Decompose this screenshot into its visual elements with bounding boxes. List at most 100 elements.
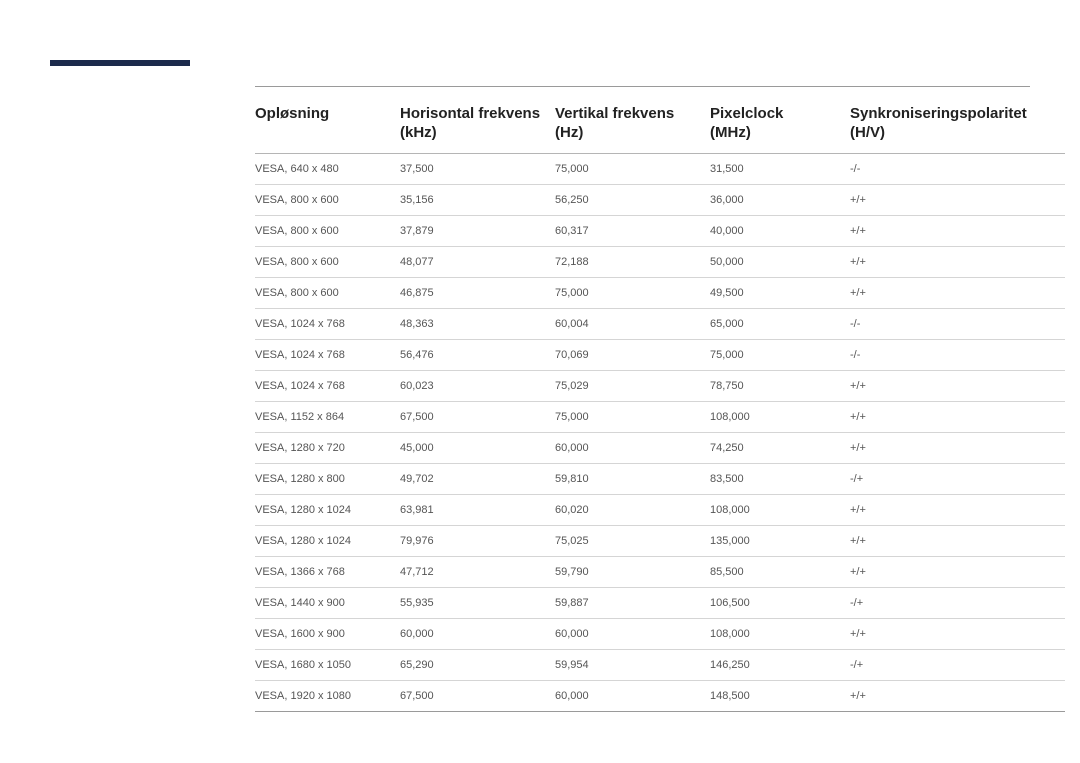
table-cell: +/+ [850, 370, 1065, 401]
table-cell: 48,363 [400, 308, 555, 339]
table-row: VESA, 640 x 48037,50075,00031,500-/- [255, 153, 1065, 184]
table-cell: +/+ [850, 401, 1065, 432]
table-cell: 49,702 [400, 463, 555, 494]
table-cell: 45,000 [400, 432, 555, 463]
table-cell: 60,023 [400, 370, 555, 401]
accent-bar [50, 60, 190, 66]
table-cell: +/+ [850, 277, 1065, 308]
table-cell: 63,981 [400, 494, 555, 525]
table-row: VESA, 1280 x 80049,70259,81083,500-/+ [255, 463, 1065, 494]
col-title: Pixelclock [710, 105, 783, 122]
table-cell: 67,500 [400, 680, 555, 711]
table-row: VESA, 1280 x 72045,00060,00074,250+/+ [255, 432, 1065, 463]
table-cell: 60,004 [555, 308, 710, 339]
table-cell: 75,000 [555, 277, 710, 308]
table-body: VESA, 640 x 48037,50075,00031,500-/-VESA… [255, 153, 1065, 711]
table-cell: VESA, 800 x 600 [255, 246, 400, 277]
table-cell: -/+ [850, 587, 1065, 618]
table-cell: 85,500 [710, 556, 850, 587]
table-cell: 106,500 [710, 587, 850, 618]
table-cell: +/+ [850, 525, 1065, 556]
table-cell: +/+ [850, 556, 1065, 587]
table-cell: VESA, 1680 x 1050 [255, 649, 400, 680]
table-cell: 75,000 [710, 339, 850, 370]
col-subtitle: (MHz) [710, 124, 846, 143]
table-cell: VESA, 1280 x 800 [255, 463, 400, 494]
table-cell: 108,000 [710, 401, 850, 432]
table-row: VESA, 1024 x 76856,47670,06975,000-/- [255, 339, 1065, 370]
table-cell: +/+ [850, 618, 1065, 649]
table-cell: 31,500 [710, 153, 850, 184]
table-cell: VESA, 800 x 600 [255, 215, 400, 246]
table-cell: 56,476 [400, 339, 555, 370]
table-cell: 75,000 [555, 153, 710, 184]
table-cell: 78,750 [710, 370, 850, 401]
table-cell: 59,954 [555, 649, 710, 680]
table-cell: VESA, 1280 x 1024 [255, 525, 400, 556]
table-row: VESA, 1024 x 76860,02375,02978,750+/+ [255, 370, 1065, 401]
table-cell: +/+ [850, 246, 1065, 277]
table-cell: 108,000 [710, 618, 850, 649]
table-cell: -/+ [850, 649, 1065, 680]
table-cell: 135,000 [710, 525, 850, 556]
table-cell: 75,025 [555, 525, 710, 556]
table-row: VESA, 1920 x 108067,50060,000148,500+/+ [255, 680, 1065, 711]
table-cell: 60,000 [400, 618, 555, 649]
table-cell: 60,000 [555, 618, 710, 649]
table-cell: 59,790 [555, 556, 710, 587]
table-cell: 65,290 [400, 649, 555, 680]
table-row: VESA, 1440 x 90055,93559,887106,500-/+ [255, 587, 1065, 618]
table-row: VESA, 1024 x 76848,36360,00465,000-/- [255, 308, 1065, 339]
table-cell: -/- [850, 153, 1065, 184]
table-cell: 49,500 [710, 277, 850, 308]
page: Opløsning Horisontal frekvens (kHz) Vert… [0, 0, 1080, 763]
table-cell: VESA, 1366 x 768 [255, 556, 400, 587]
table-cell: 70,069 [555, 339, 710, 370]
table-cell: 37,879 [400, 215, 555, 246]
table-row: VESA, 800 x 60046,87575,00049,500+/+ [255, 277, 1065, 308]
col-header-vfreq: Vertikal frekvens (Hz) [555, 99, 710, 153]
table-cell: +/+ [850, 680, 1065, 711]
table-cell: 37,500 [400, 153, 555, 184]
table-row: VESA, 1152 x 86467,50075,000108,000+/+ [255, 401, 1065, 432]
table-cell: VESA, 1152 x 864 [255, 401, 400, 432]
table-cell: VESA, 1024 x 768 [255, 308, 400, 339]
col-header-hfreq: Horisontal frekvens (kHz) [400, 99, 555, 153]
table-cell: 36,000 [710, 184, 850, 215]
col-subtitle: (H/V) [850, 124, 1061, 143]
table-cell: +/+ [850, 494, 1065, 525]
table-cell: 60,020 [555, 494, 710, 525]
table-cell: 146,250 [710, 649, 850, 680]
col-title: Opløsning [255, 105, 329, 122]
table-cell: VESA, 1024 x 768 [255, 370, 400, 401]
col-header-pixelclock: Pixelclock (MHz) [710, 99, 850, 153]
table-cell: 65,000 [710, 308, 850, 339]
table-cell: +/+ [850, 184, 1065, 215]
table-row: VESA, 1680 x 105065,29059,954146,250-/+ [255, 649, 1065, 680]
table-cell: VESA, 1600 x 900 [255, 618, 400, 649]
table-row: VESA, 1366 x 76847,71259,79085,500+/+ [255, 556, 1065, 587]
table-cell: 35,156 [400, 184, 555, 215]
table-cell: -/+ [850, 463, 1065, 494]
table-cell: VESA, 1280 x 1024 [255, 494, 400, 525]
table-row: VESA, 800 x 60037,87960,31740,000+/+ [255, 215, 1065, 246]
table-cell: +/+ [850, 215, 1065, 246]
col-title: Vertikal frekvens [555, 105, 674, 122]
table-cell: 59,810 [555, 463, 710, 494]
col-subtitle: (kHz) [400, 124, 551, 143]
table-cell: VESA, 1920 x 1080 [255, 680, 400, 711]
table-cell: VESA, 800 x 600 [255, 184, 400, 215]
table-cell: 47,712 [400, 556, 555, 587]
table-cell: -/- [850, 308, 1065, 339]
table-cell: 67,500 [400, 401, 555, 432]
timing-table: Opløsning Horisontal frekvens (kHz) Vert… [255, 99, 1065, 712]
table-cell: 46,875 [400, 277, 555, 308]
table-cell: 108,000 [710, 494, 850, 525]
table-row: VESA, 800 x 60035,15656,25036,000+/+ [255, 184, 1065, 215]
header-row: Opløsning Horisontal frekvens (kHz) Vert… [255, 99, 1065, 153]
col-title: Synkroniseringspolaritet [850, 105, 1027, 122]
table-cell: 60,000 [555, 432, 710, 463]
table-cell: VESA, 1024 x 768 [255, 339, 400, 370]
col-header-syncpolarity: Synkroniseringspolaritet (H/V) [850, 99, 1065, 153]
col-title: Horisontal frekvens [400, 105, 540, 122]
